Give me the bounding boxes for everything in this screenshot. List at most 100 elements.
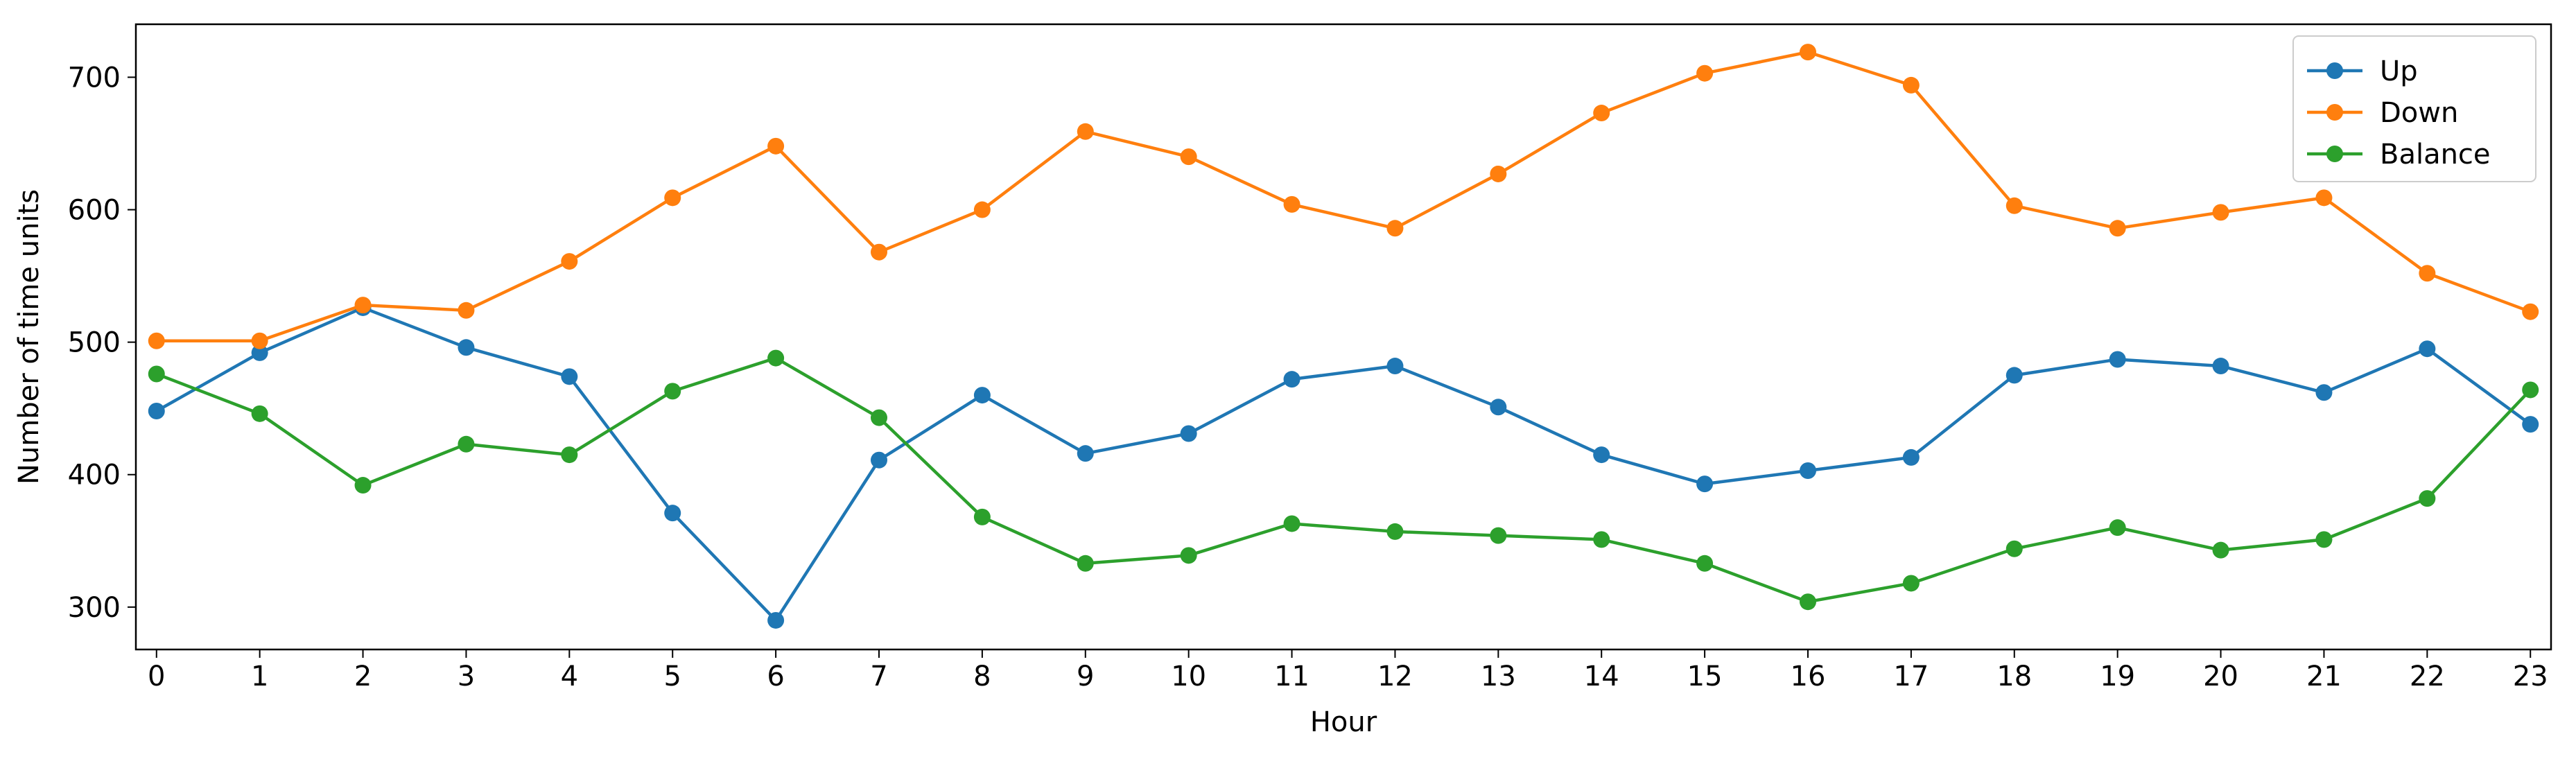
x-tick-label: 12	[1377, 661, 1413, 692]
data-point	[1490, 399, 1507, 416]
data-point	[1386, 220, 1404, 237]
data-point	[1077, 555, 1094, 572]
x-tick-label: 17	[1893, 661, 1929, 692]
x-tick-label: 21	[2306, 661, 2342, 692]
data-point	[1283, 515, 1300, 532]
data-point	[2005, 197, 2023, 214]
x-tick-label: 0	[148, 661, 165, 692]
data-point	[1283, 371, 1300, 388]
legend-marker-swatch	[2326, 146, 2343, 162]
y-axis-label: Number of time units	[13, 189, 45, 485]
legend-box	[2292, 35, 2536, 182]
data-point	[1593, 531, 1610, 548]
y-tick-label: 600	[68, 195, 121, 227]
data-point	[1490, 527, 1507, 544]
x-tick-label: 5	[663, 661, 681, 692]
x-tick-label: 8	[973, 661, 991, 692]
data-point	[1800, 44, 1816, 61]
data-point	[2212, 358, 2229, 375]
legend-marker-swatch	[2326, 104, 2343, 121]
data-point	[1593, 105, 1610, 122]
series-line-down	[156, 50, 2532, 342]
data-point	[561, 446, 578, 464]
data-point	[354, 477, 372, 494]
data-point	[2005, 540, 2023, 557]
legend-item-down: Down	[2307, 97, 2458, 129]
data-point	[1180, 148, 1197, 166]
data-point	[973, 201, 991, 218]
data-point	[251, 332, 268, 349]
series-balance	[148, 349, 2539, 611]
legend: Up Down Balance	[2292, 35, 2536, 182]
data-point	[2109, 220, 2126, 237]
data-point	[1077, 445, 1094, 462]
data-point	[1386, 358, 1404, 375]
data-point	[2005, 367, 2023, 384]
y-tick-label: 400	[68, 460, 121, 491]
data-point	[354, 297, 372, 314]
data-point	[1696, 555, 1714, 572]
data-point	[458, 435, 475, 453]
legend-item-balance: Balance	[2307, 139, 2491, 171]
data-point	[1180, 425, 1197, 442]
series-up	[148, 299, 2539, 629]
x-tick-label: 22	[2410, 661, 2445, 692]
x-tick-label: 2	[354, 661, 372, 692]
x-tick-label: 15	[1687, 661, 1723, 692]
data-point	[1180, 547, 1197, 564]
data-point	[1902, 448, 1920, 466]
series-down	[148, 44, 2539, 349]
x-tick-label: 23	[2513, 661, 2548, 692]
data-point	[1902, 575, 1920, 592]
x-tick-label: 11	[1274, 661, 1309, 692]
data-point	[1902, 76, 1920, 94]
legend-label: Balance	[2380, 139, 2491, 171]
y-tick-label: 300	[68, 592, 121, 624]
data-point	[1696, 476, 1714, 493]
x-axis-label: Hour	[1310, 706, 1377, 738]
series-layer	[148, 44, 2539, 629]
plot-area-frame	[134, 23, 2552, 651]
x-tick-label: 4	[561, 661, 578, 692]
legend-label: Up	[2380, 55, 2418, 87]
data-point	[871, 409, 887, 426]
x-tick-label: 1	[251, 661, 268, 692]
y-axis-ticks: 300 400 500 600 700	[68, 62, 136, 624]
series-line-up	[155, 306, 2532, 622]
data-point	[2109, 519, 2126, 536]
x-tick-label: 7	[870, 661, 887, 692]
data-point	[1800, 462, 1816, 480]
data-point	[2419, 340, 2436, 358]
data-point	[148, 365, 165, 383]
data-point	[664, 189, 681, 207]
data-point	[2109, 351, 2126, 368]
data-point	[2419, 490, 2436, 507]
x-axis-ticks: 0 1 2 3 4 5 6 7 8 9 10 11 12 13 14 15 16 17 18 19 20 21 22 23	[148, 649, 2548, 692]
data-point	[561, 368, 578, 385]
data-point	[251, 344, 268, 361]
data-point	[2522, 416, 2539, 433]
data-point	[767, 137, 785, 155]
legend-marker-swatch	[2326, 62, 2343, 79]
x-tick-label: 9	[1077, 661, 1094, 692]
data-point	[148, 403, 165, 420]
data-point	[2315, 189, 2333, 207]
data-point	[871, 243, 887, 261]
data-point	[664, 383, 681, 400]
x-tick-label: 16	[1791, 661, 1826, 692]
x-tick-label: 19	[2100, 661, 2135, 692]
data-point	[561, 253, 578, 270]
x-tick-label: 13	[1481, 661, 1516, 692]
data-point	[767, 611, 785, 629]
data-point	[2522, 303, 2539, 320]
data-point	[148, 332, 165, 349]
data-point	[2522, 381, 2539, 399]
data-point	[2315, 384, 2333, 401]
data-point	[2212, 541, 2229, 559]
data-point	[1696, 64, 1714, 82]
x-tick-label: 20	[2203, 661, 2238, 692]
data-point	[251, 405, 268, 422]
data-point	[458, 302, 475, 319]
data-point	[1800, 593, 1816, 611]
